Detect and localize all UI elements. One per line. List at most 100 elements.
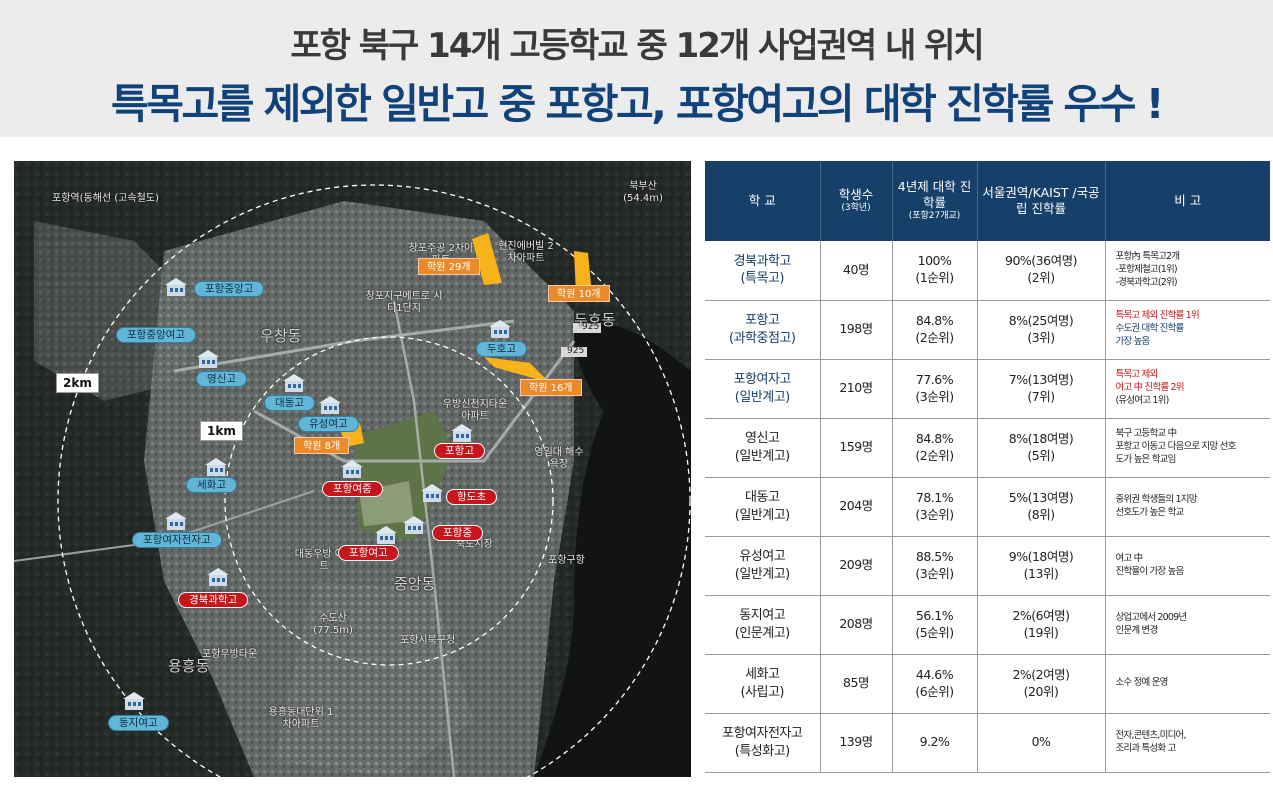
note-line: 여고 中 진학률 2위 (1115, 382, 1185, 394)
cell-univ-rate: 56.1% (5순위) (892, 595, 978, 655)
cell-note: 여고 中 진학율이 가장 높음 (1105, 536, 1270, 596)
school-pohang-girls-elec[interactable]: 포항여자전자고 (132, 532, 222, 548)
ring-label-2km: 2km (56, 373, 99, 393)
place-port: 포항구항 (548, 555, 585, 566)
cell-univ-rate: 9.2% (892, 713, 978, 773)
school-building-icon (450, 423, 474, 443)
cell-students: 210명 (820, 359, 893, 419)
table-row: 포항여자전자고 (특성화고) 139명 9.2% 0% 전자,콘텐츠,미디어, 조리과 특성… (705, 713, 1270, 773)
cell-students: 198명 (820, 300, 893, 360)
header-univ-rate: 4년제 대학 진학률 (포항27개교) (892, 161, 978, 241)
cell-note: 특목고 제외 여고 中 진학률 2위 (유성여고 1위) (1105, 359, 1270, 419)
cell-univ-rate: 44.6% (6순위) (892, 654, 978, 714)
school-daedong[interactable]: 대동고 (264, 395, 315, 411)
cell-note: 상업고에서 2009년 인문계 변경 (1105, 595, 1270, 655)
table-row: 경북과학고 (특목고) 40명 100% (1순위) 90%(36여명) (2위) 포항內 특… (705, 241, 1270, 301)
place-dusan: 북부산 (54.4m) (623, 181, 663, 204)
note-line: 진학율이 가장 높음 (1115, 565, 1185, 577)
cell-univ-rate: 84.8% (2순위) (892, 418, 978, 478)
place-dwell2: 현진에버빌 2차아파트 (498, 241, 554, 264)
cell-school-name: 동지여고 (인문계고) (705, 595, 821, 655)
header-banner: 포항 북구 14개 고등학교 중 12개 사업권역 내 위치 특목고를 제외한 … (0, 0, 1273, 137)
place-yeonil: 영일대 해수욕장 (534, 447, 584, 470)
cell-univ-rate: 84.8% (2순위) (892, 300, 978, 360)
academy-10: 학원 10개 (548, 285, 610, 302)
aerial-map: 포항역(동해선 (고속철도) 북부산 (54.4m) 창포주공 2차아파트 현진… (14, 161, 691, 777)
school-pohang-mid[interactable]: 포항중 (432, 525, 483, 541)
road-925-b: 925 (567, 346, 585, 356)
school-building-icon (196, 349, 220, 369)
cell-note: 중위권 학생들의 1지망 선호도가 높은 학교 (1105, 477, 1270, 537)
ring-label-1km: 1km (200, 421, 243, 441)
school-building-icon (402, 515, 426, 535)
school-building-icon (164, 277, 188, 297)
note-line: 포항고 이동고 다음으로 지망 선호 (1115, 441, 1237, 453)
cell-students: 40명 (820, 241, 893, 301)
cell-school-name: 포항고 (과학중점고) (705, 300, 821, 360)
school-pohang-girls-high[interactable]: 포항여고 (338, 545, 399, 561)
place-duho: 두호동 (574, 311, 616, 329)
school-yuseong[interactable]: 유성여고 (298, 416, 359, 432)
cell-seoul-rate: 7%(13여명) (7위) (977, 359, 1106, 419)
school-gyeongbuk-sci[interactable]: 경북과학고 (178, 592, 249, 608)
school-hangdo[interactable]: 항도초 (446, 489, 497, 505)
cell-note: 소수 정예 운영 (1105, 654, 1270, 714)
table-row: 대동고 (일반계고) 204명 78.1% (3순위) 5%(13여명) (8위) 중위권 학… (705, 477, 1270, 537)
note-line: 소수 정예 운영 (1115, 677, 1169, 689)
school-building-icon (318, 395, 342, 415)
school-stats-table: 학 교 학생수 (3학년) 4년제 대학 진학률 (포항27개교) 서울권역/KAI… (705, 161, 1270, 773)
cell-students: 139명 (820, 713, 893, 773)
cell-school-name: 경북과학고 (특목고) (705, 241, 821, 301)
school-pohang-high[interactable]: 포항고 (434, 443, 485, 459)
cell-note: 포항內 특목고2개 -포항제철고(1위) -경북과학고(2위) (1105, 241, 1270, 301)
school-pohang-jungang-girls[interactable]: 포항중앙여고 (116, 327, 196, 343)
note-line: 도가 높은 학교임 (1115, 453, 1177, 465)
note-line: 수도권 대학 진학률 (1115, 323, 1185, 335)
cell-univ-rate: 78.1% (3순위) (892, 477, 978, 537)
note-line: -포항제철고(1위) (1115, 263, 1178, 275)
school-yeongsin[interactable]: 영신고 (196, 371, 247, 387)
cell-seoul-rate: 8%(18여명) (5위) (977, 418, 1106, 478)
cell-univ-rate: 88.5% (3순위) (892, 536, 978, 596)
place-market: 죽도시장 (456, 539, 493, 550)
note-line: -경북과학고(2위) (1115, 276, 1178, 288)
place-dwell3: 창포지구메트로 시티1단지 (365, 291, 443, 314)
school-donggi[interactable]: 동지여고 (108, 715, 169, 731)
cell-school-name: 세화고 (사립고) (705, 654, 821, 714)
cell-seoul-rate: 9%(18여명) (13위) (977, 536, 1106, 596)
cell-students: 208명 (820, 595, 893, 655)
school-pohang-jungang[interactable]: 포항중앙고 (194, 281, 265, 297)
place-woobang-town: 포항우방타운 (202, 649, 258, 660)
note-line: 선호도가 높은 학교 (1115, 506, 1185, 518)
cell-seoul-rate: 5%(13여명) (8위) (977, 477, 1106, 537)
school-building-icon (340, 459, 364, 479)
table-row: 포항여자고 (일반계고) 210명 77.6% (3순위) 7%(13여명) (7위) 특목고… (705, 359, 1270, 419)
note-line: 여고 中 (1115, 552, 1144, 564)
header-school: 학 교 (705, 161, 821, 241)
page-title: 포항 북구 14개 고등학교 중 12개 사업권역 내 위치 (290, 26, 984, 66)
school-building-icon (164, 511, 188, 531)
table-header-row: 학 교 학생수 (3학년) 4년제 대학 진학률 (포항27개교) 서울권역/KAI… (705, 161, 1270, 241)
cell-school-name: 유성여고 (일반계고) (705, 536, 821, 596)
cell-seoul-rate: 0% (977, 713, 1106, 773)
school-building-icon (420, 483, 444, 503)
place-bukgu-office: 포항시북구청 (400, 635, 456, 646)
school-building-icon (282, 373, 306, 393)
cell-students: 85명 (820, 654, 893, 714)
cell-school-name: 포항여자전자고 (특성화고) (705, 713, 821, 773)
note-line: (유성여고 1위) (1115, 394, 1170, 406)
school-building-icon (206, 567, 230, 587)
place-station: 포항역(동해선 (고속철도) (52, 193, 159, 204)
cell-students: 159명 (820, 418, 893, 478)
school-duho[interactable]: 두호고 (476, 341, 527, 357)
school-pohang-girls-mid[interactable]: 포항여중 (322, 481, 383, 497)
note-line: 북구 고등학교 中 (1115, 428, 1178, 440)
school-seha[interactable]: 세화고 (186, 477, 237, 493)
road-925-c: 925 (582, 322, 600, 332)
cell-univ-rate: 77.6% (3순위) (892, 359, 978, 419)
place-jungang: 중앙동 (394, 575, 436, 593)
cell-students: 204명 (820, 477, 893, 537)
cell-students: 209명 (820, 536, 893, 596)
note-line: 인문계 변경 (1115, 624, 1159, 636)
